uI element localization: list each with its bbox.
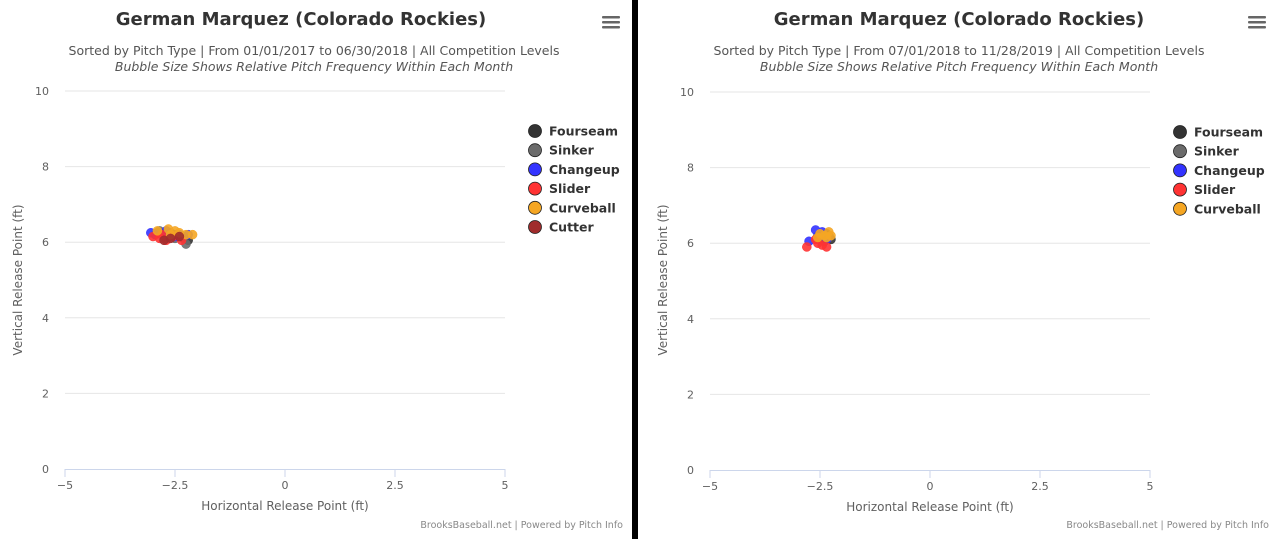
- chart-subtitle: Sorted by Pitch Type | From 07/01/2018 t…: [714, 43, 1205, 58]
- legend-label: Changeup: [1194, 163, 1265, 178]
- credit-text[interactable]: BrooksBaseball.net | Powered by Pitch In…: [1066, 520, 1269, 531]
- data-point: [821, 232, 832, 243]
- legend-label: Cutter: [549, 220, 595, 235]
- scatter-points: [802, 225, 836, 252]
- legend-marker: [1173, 125, 1187, 139]
- x-tick-label: 2.5: [1031, 480, 1049, 493]
- data-point: [821, 242, 832, 252]
- legend-label: Sinker: [1194, 144, 1240, 159]
- y-tick-label: 0: [42, 463, 49, 476]
- x-tick-label: −5: [57, 479, 73, 492]
- x-tick-label: 5: [502, 479, 509, 492]
- legend-label: Curveball: [1194, 201, 1261, 216]
- x-axis: −5 −2.5 0 2.5 5: [57, 469, 509, 492]
- grid-lines: [65, 90, 505, 394]
- x-axis: −5 −2.5 0 2.5 5: [702, 470, 1154, 493]
- y-tick-label: 2: [42, 387, 49, 400]
- chart-panel-left: German Marquez (Colorado Rockies) Sorted…: [0, 0, 632, 539]
- legend-label: Sinker: [549, 143, 595, 158]
- chart-panel-right: German Marquez (Colorado Rockies) Sorted…: [638, 0, 1276, 539]
- x-tick-label: 2.5: [386, 479, 404, 492]
- y-tick-label: 8: [687, 162, 694, 175]
- y-axis: 0 2 4 6 8 10: [680, 86, 694, 477]
- y-tick-label: 4: [42, 312, 49, 325]
- legend-marker: [528, 162, 542, 177]
- legend-label: Fourseam: [549, 124, 618, 139]
- y-axis-title: Vertical Release Point (ft): [656, 204, 670, 355]
- data-point: [802, 242, 812, 252]
- credit-text[interactable]: BrooksBaseball.net | Powered by Pitch In…: [420, 520, 623, 531]
- menu-icon[interactable]: [1248, 16, 1266, 29]
- x-tick-label: −2.5: [807, 480, 834, 493]
- legend-marker: [528, 200, 542, 215]
- legend-marker: [1173, 144, 1187, 159]
- legend-marker: [1173, 182, 1187, 197]
- legend: Fourseam Sinker Changeup Slider Curveball: [1173, 125, 1265, 216]
- legend-label: Fourseam: [1194, 125, 1263, 140]
- y-tick-label: 2: [687, 388, 694, 401]
- panel-divider: [632, 0, 638, 539]
- x-tick-label: −5: [702, 480, 718, 493]
- y-tick-label: 10: [35, 85, 49, 98]
- scatter-chart-right: German Marquez (Colorado Rockies) Sorted…: [656, 9, 1269, 531]
- legend-marker: [528, 220, 542, 234]
- grid-lines: [710, 91, 1150, 395]
- y-tick-label: 4: [687, 313, 694, 326]
- menu-icon[interactable]: [602, 16, 620, 29]
- legend-label: Curveball: [549, 200, 616, 215]
- legend-marker: [528, 124, 542, 138]
- x-axis-title: Horizontal Release Point (ft): [201, 499, 368, 513]
- x-tick-label: 0: [282, 479, 289, 492]
- data-point: [152, 226, 163, 236]
- y-tick-label: 6: [687, 237, 694, 250]
- legend-marker: [528, 143, 542, 158]
- x-axis-title: Horizontal Release Point (ft): [846, 500, 1013, 514]
- legend-marker: [1173, 201, 1187, 216]
- legend: Fourseam Sinker Changeup Slider Curveball Cut…: [528, 124, 620, 235]
- data-point: [174, 231, 185, 242]
- chart-subtitle-note: Bubble Size Shows Relative Pitch Frequen…: [115, 59, 513, 74]
- data-point: [187, 229, 198, 240]
- legend-marker: [1173, 163, 1187, 178]
- y-tick-label: 8: [42, 161, 49, 174]
- y-axis: 0 2 4 6 8 10: [35, 85, 49, 476]
- x-tick-label: 0: [927, 480, 934, 493]
- x-tick-label: 5: [1147, 480, 1154, 493]
- x-tick-label: −2.5: [162, 479, 189, 492]
- scatter-chart-left: German Marquez (Colorado Rockies) Sorted…: [11, 9, 623, 531]
- chart-subtitle: Sorted by Pitch Type | From 01/01/2017 t…: [69, 43, 560, 58]
- scatter-points: [146, 224, 198, 249]
- chart-title: German Marquez (Colorado Rockies): [774, 9, 1145, 30]
- chart-title: German Marquez (Colorado Rockies): [116, 9, 487, 30]
- chart-subtitle-note: Bubble Size Shows Relative Pitch Frequen…: [760, 59, 1158, 74]
- y-tick-label: 0: [687, 464, 694, 477]
- data-point: [165, 233, 176, 244]
- legend-label: Slider: [549, 181, 591, 196]
- legend-label: Changeup: [549, 162, 620, 177]
- y-tick-label: 6: [42, 236, 49, 249]
- y-tick-label: 10: [680, 86, 694, 99]
- legend-marker: [528, 181, 542, 196]
- y-axis-title: Vertical Release Point (ft): [11, 204, 25, 355]
- legend-label: Slider: [1194, 182, 1236, 197]
